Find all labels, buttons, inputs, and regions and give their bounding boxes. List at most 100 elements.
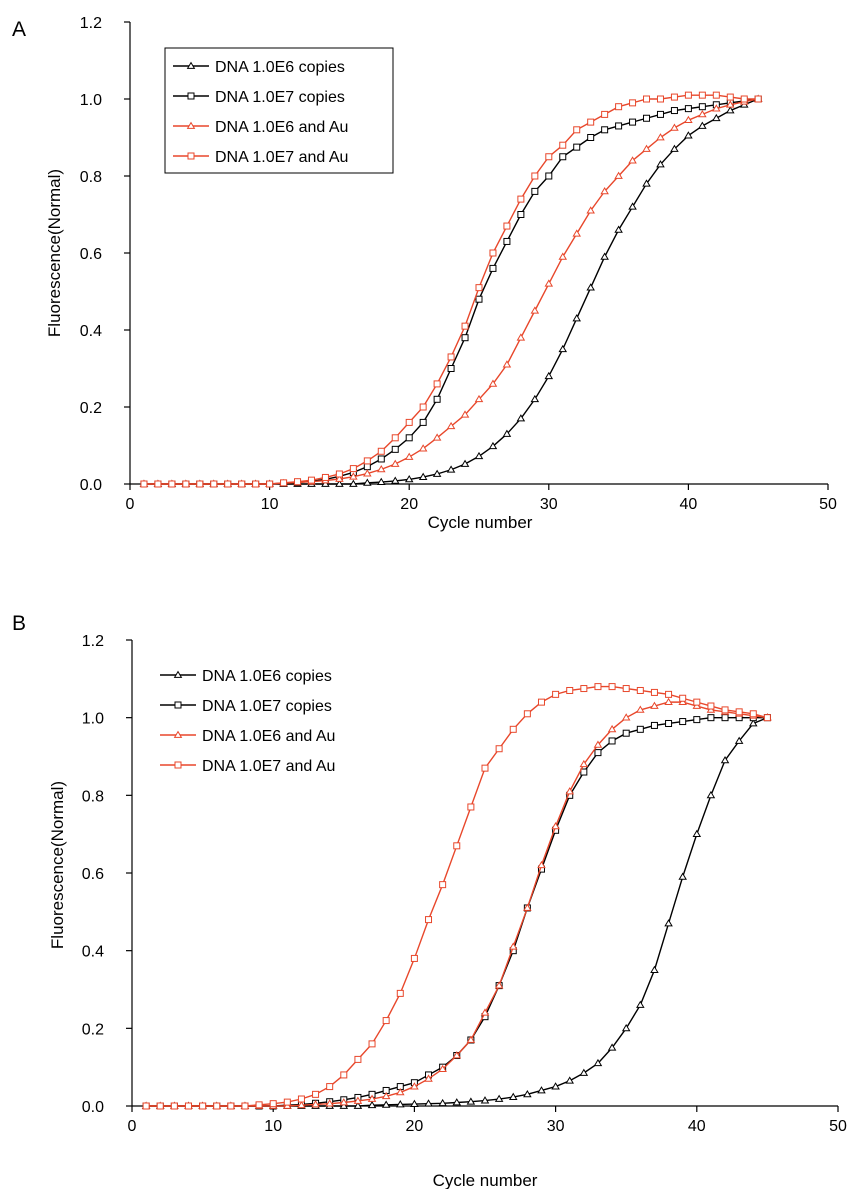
y-tick-label: 1.0 [80, 92, 102, 109]
data-point [363, 478, 372, 486]
data-point [390, 459, 400, 467]
data-point [391, 434, 399, 442]
x-tick-label: 30 [547, 1118, 565, 1135]
data-point [650, 688, 658, 696]
y-tick-label: 0.8 [82, 788, 104, 805]
data-point [475, 284, 483, 292]
data-point [474, 394, 484, 403]
data-point [475, 295, 483, 303]
data-point [466, 1035, 476, 1043]
data-point [726, 100, 735, 108]
data-point [453, 842, 461, 850]
data-point [494, 981, 504, 989]
data-point [410, 1082, 419, 1090]
data-point [154, 480, 162, 488]
data-point [307, 476, 315, 484]
data-point [363, 469, 372, 477]
y-tick-label: 1.0 [82, 711, 104, 728]
y-tick-label: 0.0 [80, 477, 102, 494]
data-point [382, 1017, 390, 1025]
data-point [706, 790, 716, 799]
data-point [678, 872, 687, 880]
data-point [340, 1071, 348, 1079]
data-point [255, 1101, 263, 1109]
data-point [670, 123, 679, 131]
data-point [636, 705, 645, 713]
legend-label: DNA 1.0E6 copies [202, 668, 332, 685]
data-point [615, 122, 623, 130]
data-point [679, 694, 687, 702]
data-point [707, 714, 715, 722]
data-point [503, 222, 511, 230]
data-point [670, 93, 678, 101]
data-point [749, 719, 758, 727]
data-point [656, 160, 665, 168]
legend-swatch-marker [173, 670, 183, 678]
data-point [628, 202, 637, 210]
x-axis-title: Cycle number [433, 1171, 538, 1189]
data-point [566, 686, 574, 694]
data-point [433, 395, 441, 403]
panel-label: A [12, 18, 26, 41]
data-point [495, 745, 503, 753]
data-point [405, 418, 413, 426]
data-point [656, 133, 665, 141]
data-point [460, 410, 470, 418]
data-point [418, 444, 428, 452]
data-point [326, 1083, 334, 1091]
legend-swatch-marker [186, 121, 196, 129]
data-point [439, 881, 447, 889]
legend-label: DNA 1.0E7 and Au [215, 149, 348, 166]
data-point [517, 195, 525, 203]
data-point [481, 764, 489, 772]
data-point [252, 480, 260, 488]
data-point [142, 1102, 150, 1110]
data-point [377, 464, 386, 473]
data-point [552, 690, 560, 698]
data-point [461, 334, 469, 342]
data-point [636, 1000, 645, 1008]
data-point [643, 95, 651, 103]
data-point [712, 113, 721, 122]
data-point [349, 479, 358, 487]
panel-label: B [12, 612, 26, 635]
data-point [707, 702, 715, 710]
data-point [433, 380, 441, 388]
data-point [664, 697, 673, 706]
data-point [396, 1100, 405, 1108]
data-point [607, 724, 617, 733]
data-point [580, 768, 588, 776]
series-layer [139, 91, 763, 488]
data-point [684, 91, 692, 99]
data-point [432, 433, 442, 441]
data-point [749, 710, 757, 718]
data-point [670, 107, 678, 115]
data-point [608, 737, 616, 745]
data-point [607, 1043, 617, 1051]
data-point [594, 749, 602, 757]
data-point [601, 110, 609, 118]
data-point [537, 698, 545, 706]
data-point [480, 1096, 490, 1104]
data-point [140, 480, 148, 488]
data-point [698, 110, 707, 118]
data-point [367, 1094, 377, 1102]
data-point [735, 708, 743, 716]
data-point [488, 441, 498, 450]
data-point [572, 229, 581, 237]
data-point [523, 903, 532, 911]
data-point [530, 306, 540, 314]
data-point [656, 95, 664, 103]
data-point [424, 1099, 433, 1107]
data-point [489, 249, 497, 257]
x-tick-label: 40 [688, 1118, 706, 1135]
legend-label: DNA 1.0E6 and Au [202, 728, 335, 745]
data-point [321, 479, 330, 487]
data-point [587, 118, 595, 126]
data-point [335, 479, 344, 487]
data-point [381, 1100, 391, 1108]
data-point [294, 478, 302, 486]
data-point [621, 713, 631, 721]
